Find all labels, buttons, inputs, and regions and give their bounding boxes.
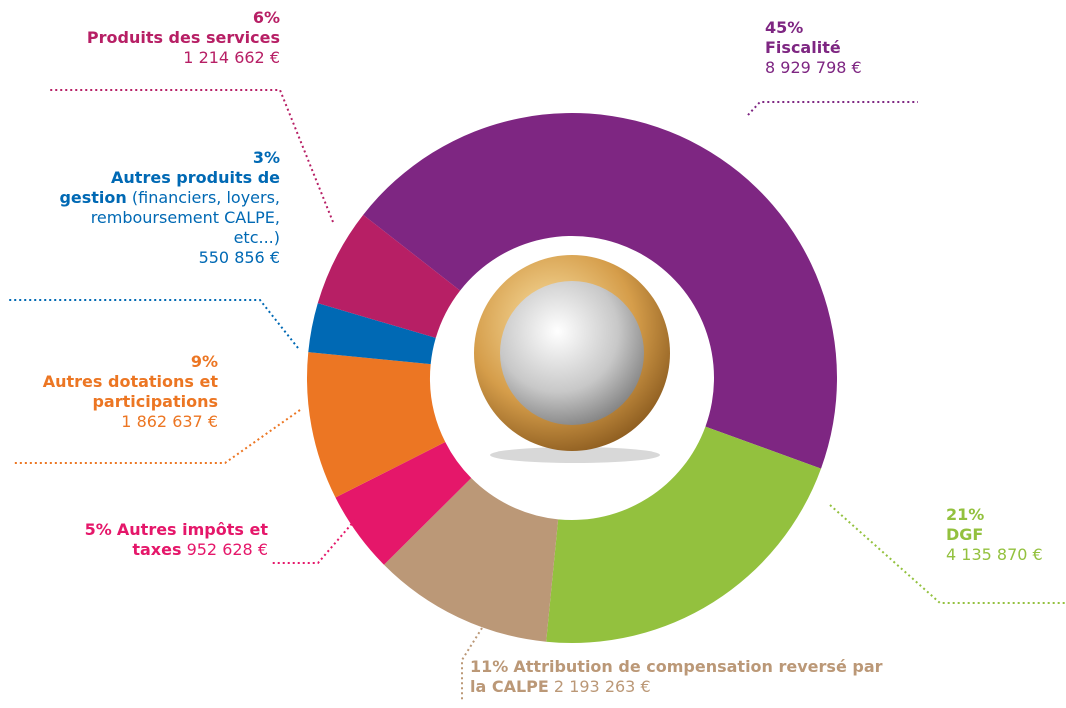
category-label: Produits des services: [87, 28, 280, 47]
percent-label: 11%: [470, 657, 508, 676]
amount-label: 1 214 662 €: [183, 48, 280, 67]
amount-label: 952 628 €: [187, 540, 268, 559]
amount-label: 8 929 798 €: [765, 58, 862, 77]
coin-center: [500, 281, 644, 425]
amount-label: 550 856 €: [199, 248, 280, 267]
leader: [748, 102, 918, 115]
amount-label: 1 862 637 €: [121, 412, 218, 431]
percent-label: 9%: [191, 352, 218, 371]
slice-label: 3%Autres produits de gestion (financiers…: [40, 148, 280, 268]
coin: [474, 255, 670, 463]
percent-label: 21%: [946, 505, 984, 524]
category-label: DGF: [946, 525, 983, 544]
slice-label: 11% Attribution de compensation reversé …: [470, 657, 890, 697]
percent-label: 5%: [85, 520, 112, 539]
amount-label: 4 135 870 €: [946, 545, 1043, 564]
category-label: Autres dotations et participations: [43, 372, 218, 411]
percent-label: 45%: [765, 18, 803, 37]
leader: [270, 520, 355, 563]
page: (() => { const data = JSON.parse(documen…: [0, 0, 1066, 708]
category-label: Attribution de compensation reversé par …: [470, 657, 883, 696]
percent-label: 6%: [253, 8, 280, 27]
leader: [8, 300, 298, 348]
percent-label: 3%: [253, 148, 280, 167]
slice-label: 5% Autres impôts et taxes 952 628 €: [38, 520, 268, 560]
amount-label: 2 193 263 €: [554, 677, 651, 696]
category-label: Fiscalité: [765, 38, 841, 57]
